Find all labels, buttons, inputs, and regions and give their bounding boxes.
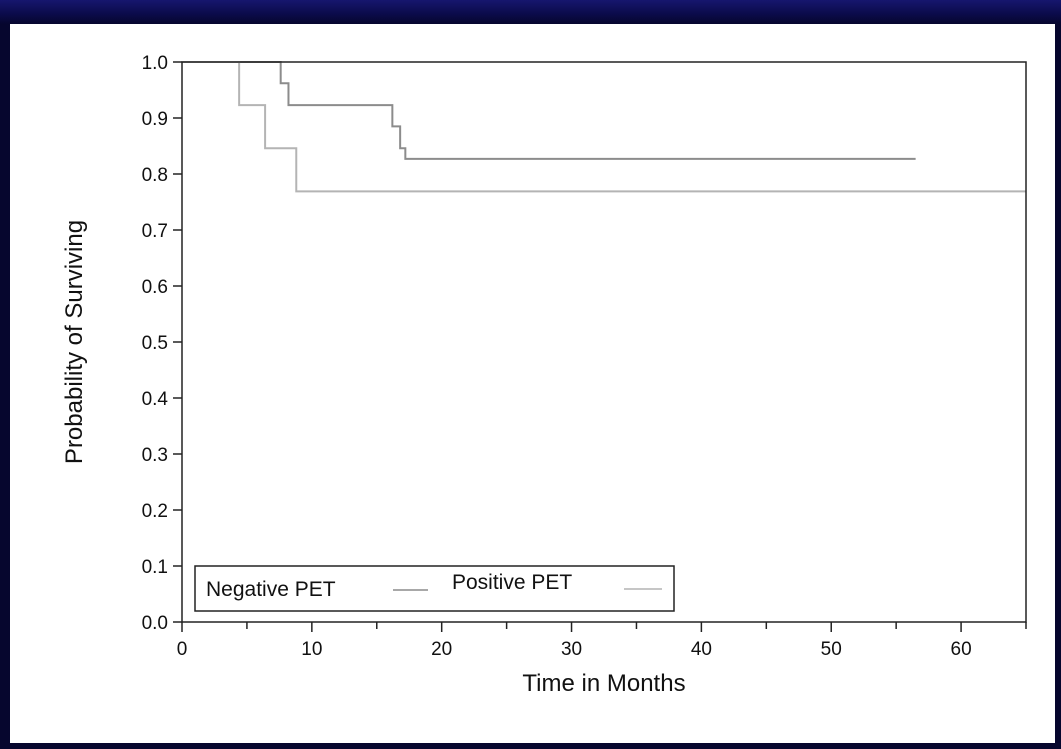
y-tick-label: 0.9 xyxy=(142,109,168,130)
x-tick-label: 40 xyxy=(691,639,712,660)
y-tick-label: 0.8 xyxy=(142,165,168,186)
y-axis-title: Probability of Surviving xyxy=(61,220,88,464)
y-tick-label: 0.4 xyxy=(142,389,169,410)
y-tick-label: 1.0 xyxy=(142,53,168,74)
legend-label-negative-pet: Negative PET xyxy=(206,578,336,601)
y-tick-label: 0.3 xyxy=(142,445,168,466)
y-tick-label: 0.5 xyxy=(142,333,168,354)
y-tick-label: 0.6 xyxy=(142,277,168,298)
legend-box xyxy=(194,565,675,612)
x-tick-label: 20 xyxy=(431,639,452,660)
survival-curves xyxy=(182,61,1026,193)
series-line-negative-pet xyxy=(182,61,916,160)
legend-label-positive-pet: Positive PET xyxy=(452,571,572,594)
y-axis: 0.0 0.1 0.2 0.3 0.4 0.5 0.6 0.7 0.8 0.9 1.0 xyxy=(142,53,182,634)
kaplan-meier-chart: 0.0 0.1 0.2 0.3 0.4 0.5 0.6 0.7 0.8 0.9 1.0 0 10 20 3… xyxy=(61,53,1027,697)
legend: Negative PET Positive PET xyxy=(194,565,675,612)
y-tick-label: 0.1 xyxy=(142,557,168,578)
y-tick-label: 0.0 xyxy=(142,613,168,634)
x-tick-label: 60 xyxy=(951,639,972,660)
x-tick-label: 50 xyxy=(821,639,842,660)
x-tick-label: 30 xyxy=(561,639,582,660)
plot-frame xyxy=(181,61,1027,623)
x-tick-label: 0 xyxy=(177,639,188,660)
chart-panel: 0.0 0.1 0.2 0.3 0.4 0.5 0.6 0.7 0.8 0.9 1.0 0 10 20 3… xyxy=(10,24,1055,743)
series-line-positive-pet xyxy=(182,61,1026,193)
x-tick-label: 10 xyxy=(301,639,322,660)
y-tick-label: 0.2 xyxy=(142,501,168,522)
y-tick-label: 0.7 xyxy=(142,221,168,242)
x-axis: 0 10 20 30 40 50 60 xyxy=(177,622,1027,660)
x-axis-title: Time in Months xyxy=(522,670,685,697)
